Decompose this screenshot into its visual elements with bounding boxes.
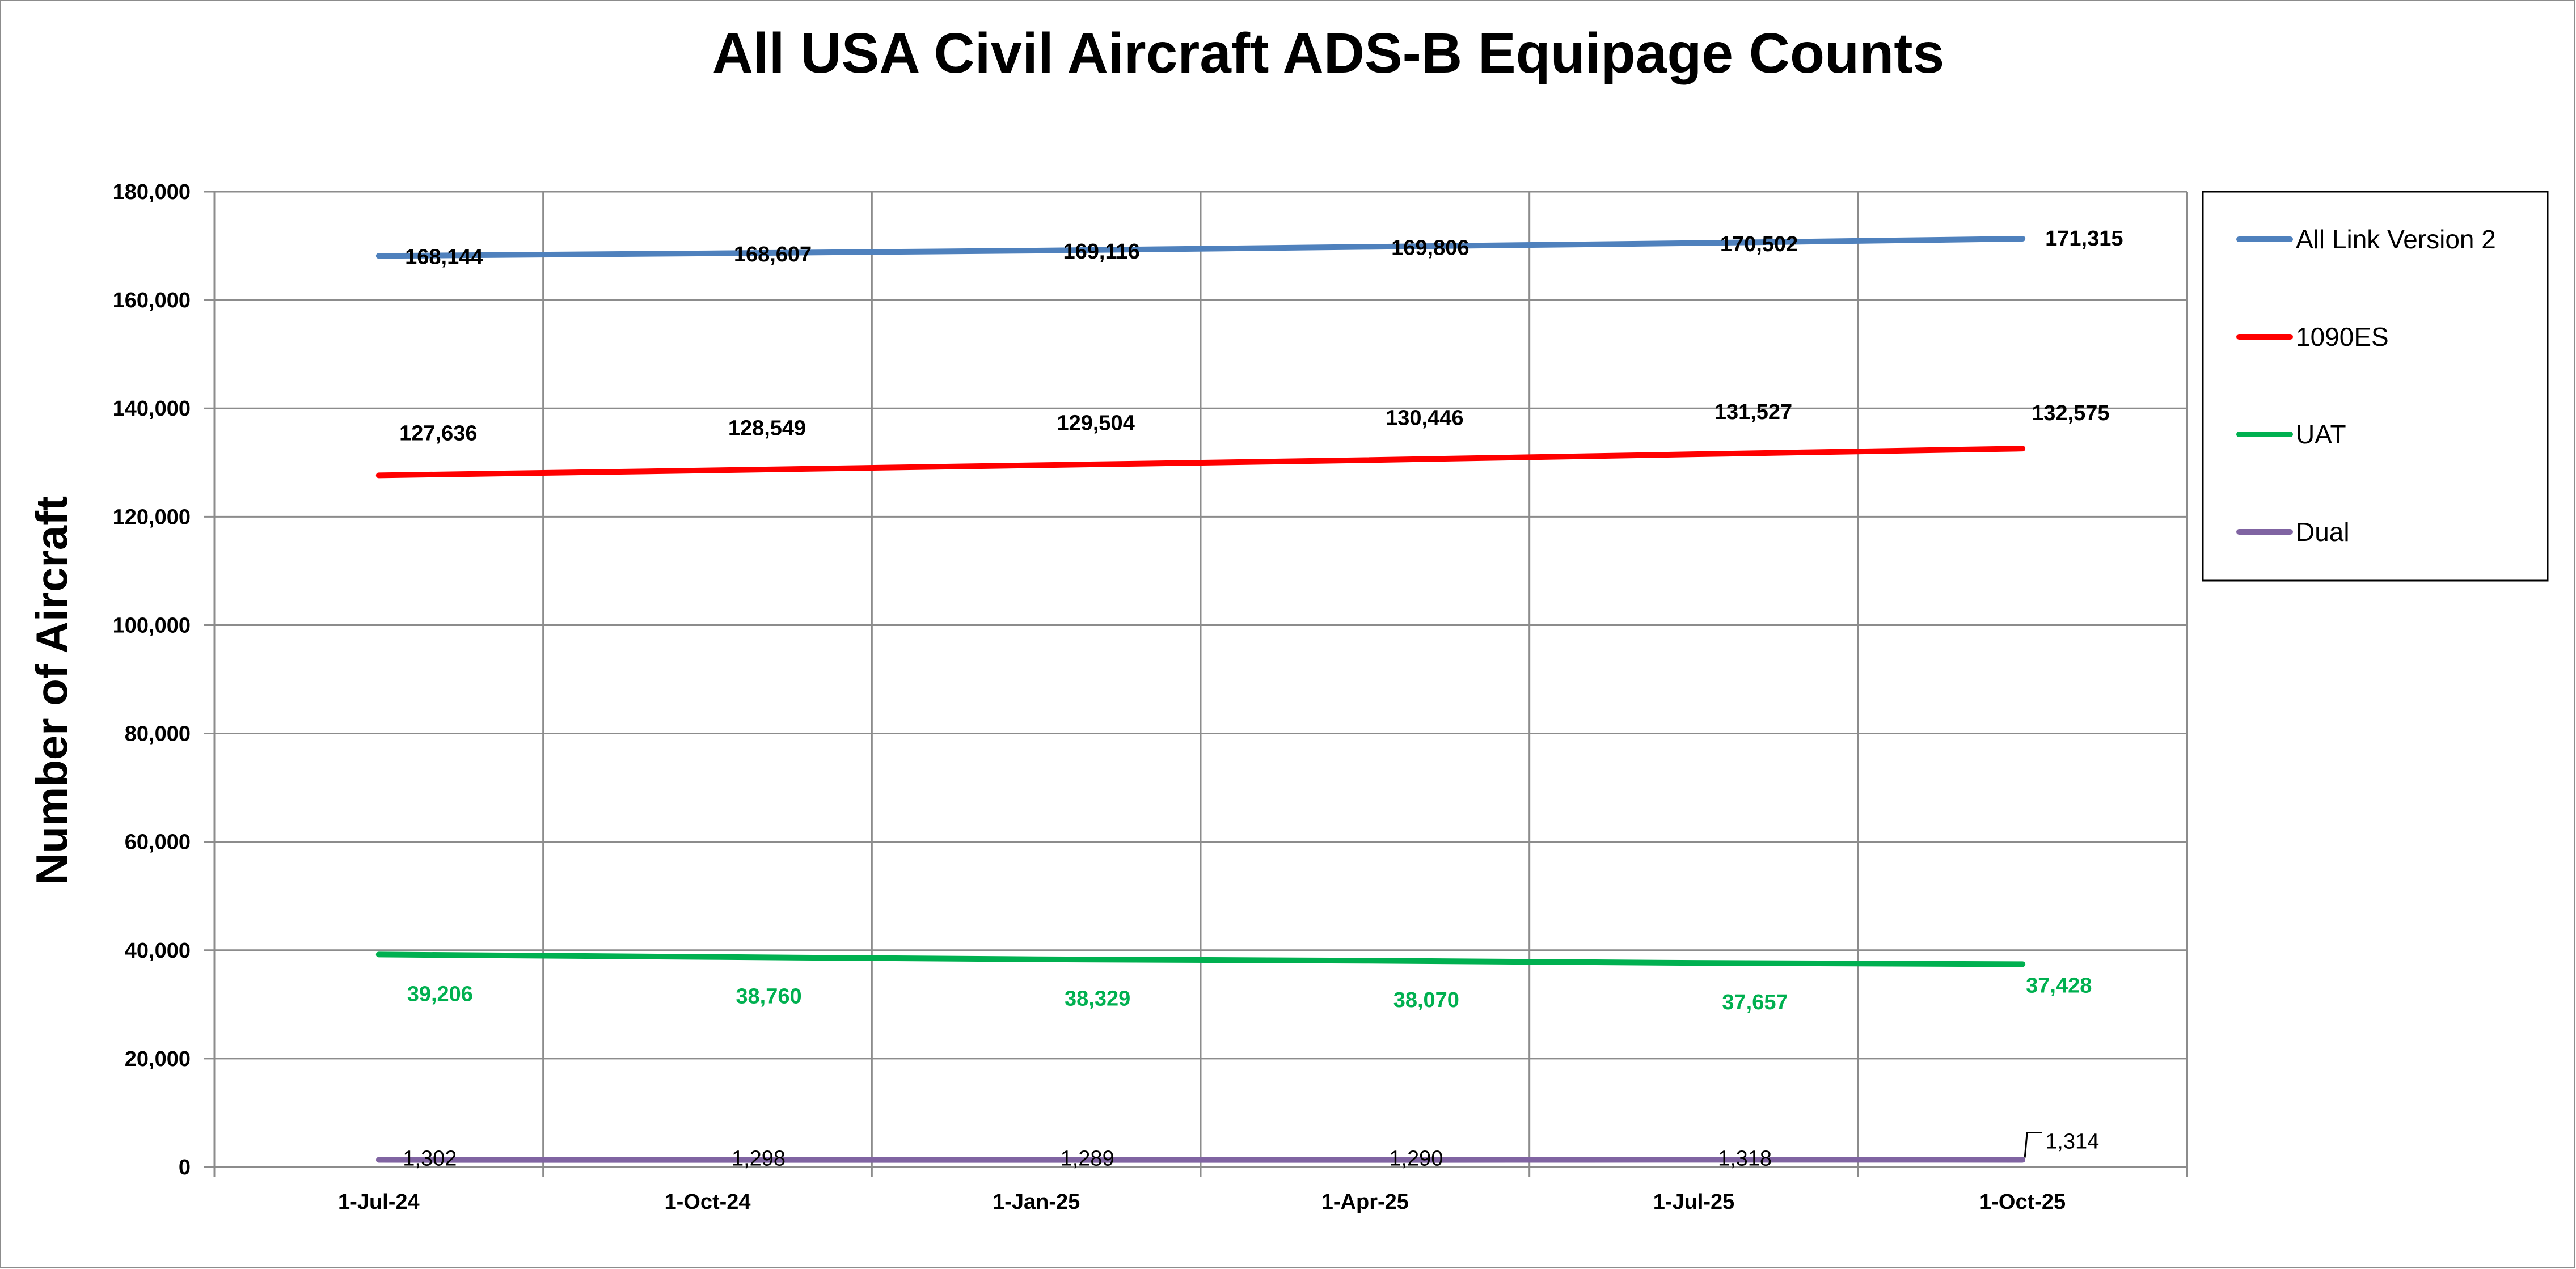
x-tick-label: 1-Oct-25 <box>1979 1190 2066 1214</box>
x-tick-label: 1-Jul-25 <box>1653 1190 1735 1214</box>
data-label: 168,607 <box>734 243 812 267</box>
legend-label: All Link Version 2 <box>2296 225 2496 254</box>
x-tick-label: 1-Jul-24 <box>338 1190 420 1214</box>
data-label: 169,806 <box>1391 236 1469 260</box>
data-label: 1,290 <box>1389 1147 1443 1171</box>
y-axis-ticks: 0 20,000 40,000 60,000 80,000 100,000 120,000 1… <box>113 180 214 1179</box>
y-axis-label: Number of Aircraft <box>27 496 77 885</box>
data-label: 1,318 <box>1718 1147 1772 1170</box>
data-label: 169,116 <box>1063 240 1140 264</box>
series-line-uat <box>375 951 2026 967</box>
legend-label: 1090ES <box>2296 322 2389 352</box>
data-label: 1,289 <box>1061 1147 1114 1171</box>
data-label: 129,504 <box>1057 412 1134 435</box>
y-tick-label: 100,000 <box>113 614 191 637</box>
data-label: 1,302 <box>403 1147 457 1171</box>
series-line-1090es <box>375 446 2026 479</box>
y-tick-label: 60,000 <box>125 831 191 855</box>
data-labels: 168,144 168,607 169,116 169,806 170,502 171,3… <box>399 227 2123 1171</box>
y-tick-label: 0 <box>179 1156 191 1179</box>
data-label: 39,206 <box>407 982 473 1006</box>
legend-box <box>2202 191 2549 582</box>
data-label: 132,575 <box>2032 401 2109 425</box>
y-tick-label: 120,000 <box>113 505 191 529</box>
data-label: 37,428 <box>2026 974 2092 997</box>
data-label: 38,070 <box>1393 988 1459 1012</box>
x-tick-label: 1-Jan-25 <box>993 1190 1080 1214</box>
data-label: 171,315 <box>2045 227 2123 251</box>
data-label: 168,144 <box>405 245 483 269</box>
y-tick-label: 20,000 <box>125 1047 191 1071</box>
y-tick-label: 80,000 <box>125 722 191 746</box>
x-tick-label: 1-Apr-25 <box>1321 1190 1409 1214</box>
plot-grid <box>214 191 2188 1167</box>
y-tick-label: 180,000 <box>113 180 191 204</box>
data-label: 1,298 <box>732 1147 786 1171</box>
legend: All Link Version 2 1090ES UAT Dual <box>2202 191 2549 582</box>
data-label: 38,760 <box>736 985 801 1009</box>
x-tick-label: 1-Oct-24 <box>664 1190 750 1214</box>
legend-label: UAT <box>2296 420 2346 449</box>
series-line-all-link-version-2 <box>375 235 2026 259</box>
legend-label: Dual <box>2296 517 2350 547</box>
chart-title: All USA Civil Aircraft ADS-B Equipage Co… <box>712 22 1944 85</box>
data-label: 130,446 <box>1386 407 1463 430</box>
series-lines <box>375 235 2026 1163</box>
data-label: 170,502 <box>1720 232 1798 256</box>
data-label: 38,329 <box>1065 987 1130 1011</box>
data-label: 1,314 <box>2045 1130 2099 1153</box>
data-label: 127,636 <box>399 421 477 445</box>
data-label: 131,527 <box>1714 400 1792 424</box>
x-axis-ticks: 1-Jul-24 1-Oct-24 1-Jan-25 1-Apr-25 1-Jul-25… <box>213 1167 2188 1214</box>
data-label-leader <box>2024 1131 2042 1158</box>
y-tick-label: 140,000 <box>113 397 191 421</box>
data-label: 37,657 <box>1722 991 1788 1014</box>
data-label: 128,549 <box>728 417 806 441</box>
y-tick-label: 160,000 <box>113 289 191 312</box>
y-tick-label: 40,000 <box>125 939 191 963</box>
